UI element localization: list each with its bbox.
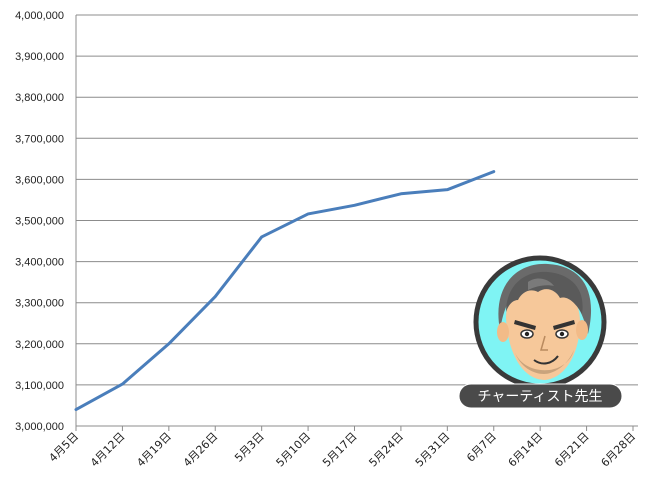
x-tick-label: 5月3日 [232, 430, 267, 465]
y-tick-label: 4,000,000 [15, 10, 64, 22]
x-tick-label: 4月12日 [88, 430, 128, 470]
y-tick-label: 3,400,000 [15, 257, 64, 269]
series-line [74, 170, 496, 412]
x-tick-label: 6月14日 [506, 430, 546, 470]
y-tick-label: 3,700,000 [15, 133, 64, 145]
x-tick-label: 4月5日 [46, 430, 81, 465]
x-tick-label: 5月17日 [320, 430, 360, 470]
x-tick-labels: 4月5日 4月12日 4月19日 4月26日 5月3日 5月10日 5月17日 5月24日 5月… [46, 430, 638, 470]
badge-label: チャーティスト先生 [477, 389, 602, 405]
teacher-badge: チャーティスト先生 [458, 255, 623, 409]
y-tick-label: 3,200,000 [15, 339, 64, 351]
y-tick-label: 3,600,000 [15, 174, 64, 186]
x-tick-label: 6月21日 [552, 430, 592, 470]
y-tick-label: 3,900,000 [15, 51, 64, 63]
y-tick-labels: 3,000,000 3,100,000 3,200,000 3,300,000 3,40… [15, 10, 64, 433]
x-tick-label: 4月26日 [181, 430, 221, 470]
y-tick-label: 3,500,000 [15, 216, 64, 228]
x-tick-label: 5月31日 [413, 430, 453, 470]
teacher-avatar-icon [497, 263, 592, 380]
badge-label-bg [458, 383, 623, 409]
x-tick-label: 4月19日 [134, 430, 174, 470]
y-tick-label: 3,100,000 [15, 380, 64, 392]
axes [75, 15, 638, 431]
y-tick-label: 3,000,000 [15, 421, 64, 433]
x-tick-label: 5月10日 [274, 430, 314, 470]
x-tick-label: 6月7日 [464, 430, 499, 465]
y-tick-label: 3,300,000 [15, 298, 64, 310]
x-tick-label: 6月28日 [599, 430, 639, 470]
series-group [74, 170, 496, 412]
y-tick-label: 3,800,000 [15, 92, 64, 104]
x-tick-label: 5月24日 [366, 430, 406, 470]
